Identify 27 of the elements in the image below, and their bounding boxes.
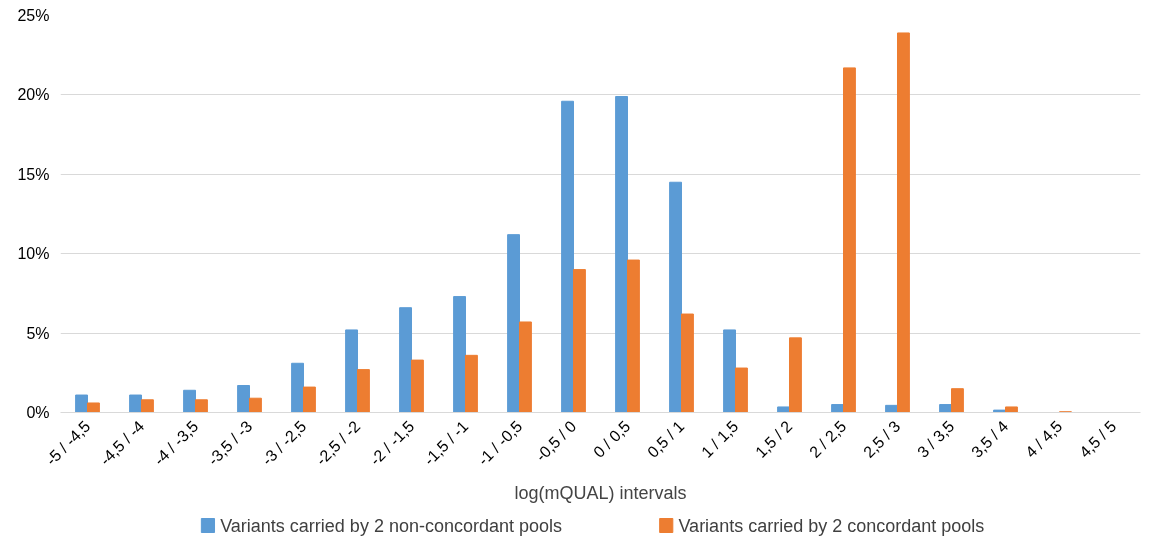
x-tick-label: 2 / 2,5	[806, 417, 850, 461]
y-tick-label: 25%	[17, 7, 50, 24]
x-tick-label: 2,5 / 3	[860, 417, 904, 461]
x-tick-label: 0,5 / 1	[644, 417, 688, 461]
legend-label: Variants carried by 2 concordant pools	[678, 515, 985, 536]
x-tick-label: -2,5 / -2	[312, 417, 364, 469]
x-tick-label: -0,5 / 0	[532, 417, 580, 465]
y-tick-label: 15%	[17, 165, 50, 183]
x-tick-label: 4 / 4,5	[1022, 417, 1066, 461]
x-tick-label: 1,5 / 2	[752, 417, 796, 461]
x-tick-label: -3 / -2,5	[258, 417, 310, 469]
x-axis-title: log(mQUAL) intervals	[514, 482, 687, 503]
x-tick-label: 3 / 3,5	[914, 417, 958, 461]
x-tick-label: -3,5 / -3	[204, 417, 256, 469]
x-tick-label: -4,5 / -4	[96, 417, 148, 469]
y-tick-label: 20%	[17, 86, 50, 104]
x-tick-label: -4 / -3,5	[150, 417, 202, 469]
x-tick-label: 4,5 / 5	[1076, 417, 1120, 461]
x-tick-label: 0 / 0,5	[590, 417, 634, 461]
y-tick-label: 5%	[26, 324, 50, 342]
x-tick-label: 3,5 / 4	[968, 417, 1012, 461]
x-tick-label: -2 / -1,5	[366, 417, 418, 469]
x-tick-label: -1 / -0,5	[474, 417, 526, 469]
legend-label: Variants carried by 2 non-concordant pools	[220, 515, 563, 536]
x-tick-label: 1 / 1,5	[698, 417, 742, 461]
y-tick-label: 10%	[17, 245, 50, 263]
x-tick-label: -1,5 / -1	[420, 417, 472, 469]
